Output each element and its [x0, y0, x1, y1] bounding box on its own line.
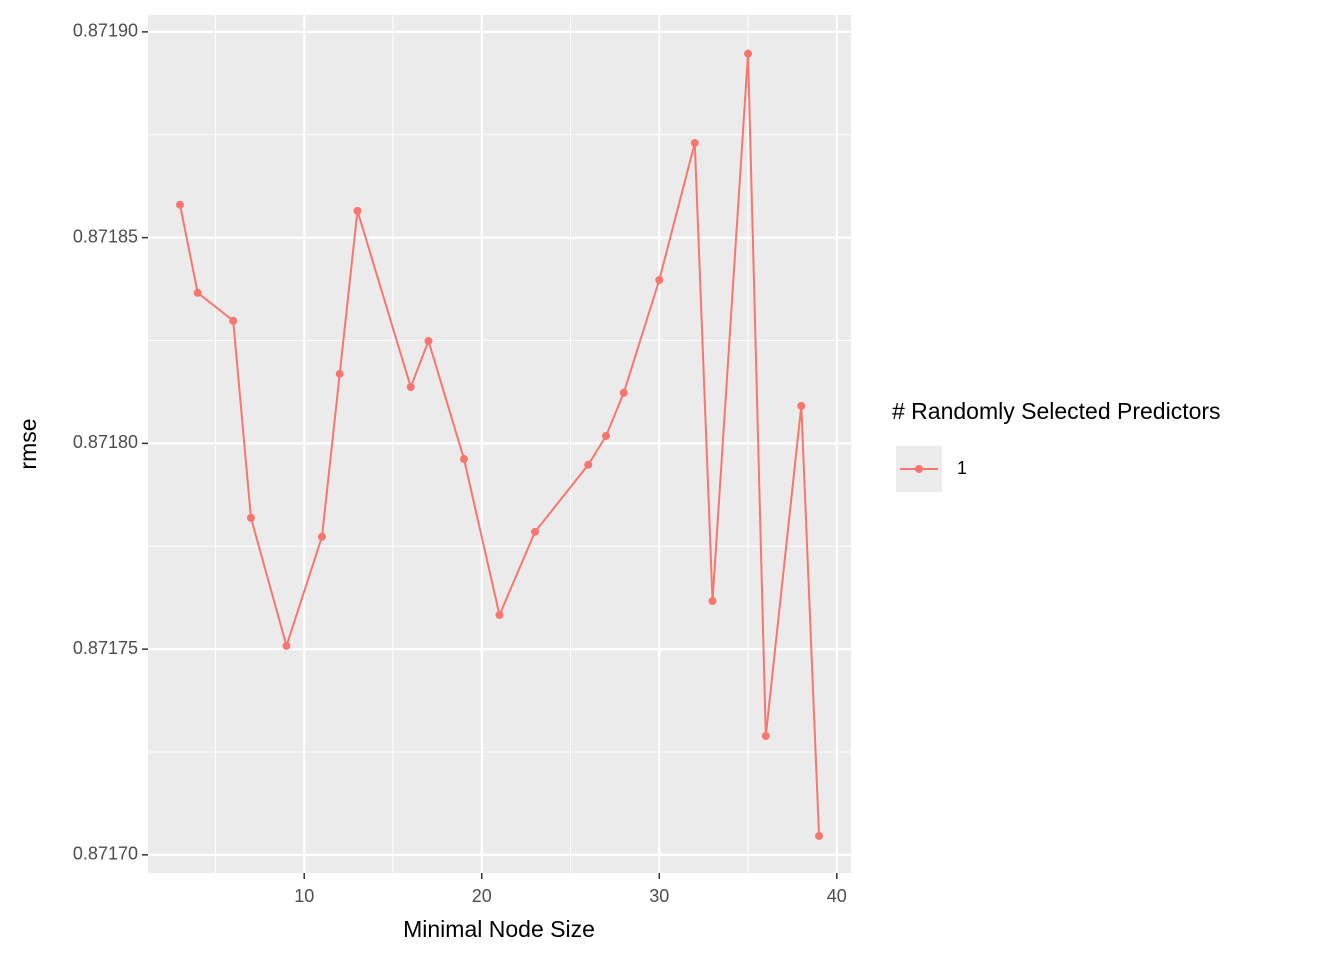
point — [531, 527, 540, 536]
point — [317, 532, 326, 541]
legend-label: 1 — [957, 458, 967, 478]
point — [619, 388, 628, 397]
y-tick-label: 0.87185 — [73, 226, 138, 246]
point — [282, 641, 291, 650]
y-axis-title: rmse — [15, 418, 41, 469]
point — [353, 206, 362, 215]
point — [797, 401, 806, 410]
y-tick-label: 0.87180 — [73, 432, 138, 452]
y-tick-label: 0.87190 — [73, 21, 138, 41]
point — [175, 200, 184, 209]
point — [424, 336, 433, 345]
y-tick-label: 0.87170 — [73, 844, 138, 864]
point — [495, 610, 504, 619]
legend-point — [915, 465, 923, 473]
point — [584, 460, 593, 469]
x-axis-title: Minimal Node Size — [403, 916, 595, 942]
point — [761, 731, 770, 740]
y-tick-label: 0.87175 — [73, 638, 138, 658]
point — [193, 288, 202, 297]
point — [744, 49, 753, 58]
point — [229, 316, 238, 325]
x-tick-label: 20 — [472, 886, 492, 906]
x-tick-label: 40 — [827, 886, 847, 906]
point — [708, 596, 717, 605]
legend-title: # Randomly Selected Predictors — [892, 398, 1221, 424]
point — [459, 455, 468, 464]
point — [690, 138, 699, 147]
point — [602, 431, 611, 440]
point — [815, 831, 824, 840]
point — [335, 369, 344, 378]
point — [246, 513, 255, 522]
x-tick-label: 30 — [649, 886, 669, 906]
point — [655, 276, 664, 285]
point — [406, 383, 415, 392]
x-tick-label: 10 — [294, 886, 314, 906]
